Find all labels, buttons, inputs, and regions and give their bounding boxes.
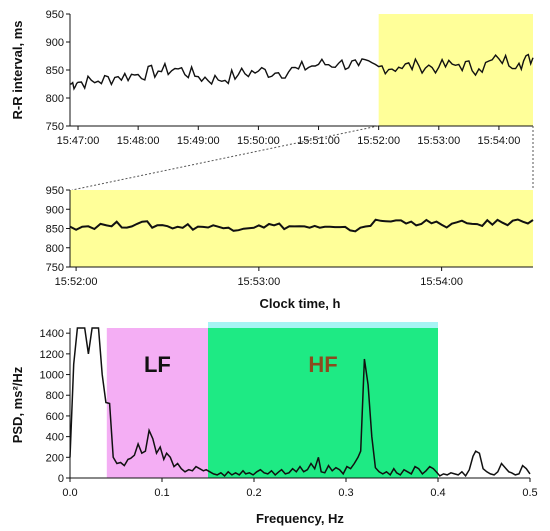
y-tick-label: 1200	[40, 349, 64, 361]
x-tick-label: 0.1	[154, 487, 169, 499]
x-tick-label: 0.4	[430, 487, 445, 499]
x-tick-label: 15:48:00	[117, 135, 160, 147]
x-tick-label: 15:50:00	[237, 135, 280, 147]
y-tick-label: 950	[46, 185, 64, 197]
x-tick-label: 15:47:00	[57, 135, 100, 147]
band-lf-region	[106, 328, 208, 478]
chart-2: 750 800 850 900 950 15:52:00 15:53:00 15:54:00…	[46, 185, 534, 311]
x-tick-label: 15:52:00	[357, 135, 400, 147]
chart1-series-line	[69, 53, 534, 91]
y-tick-label: 800	[46, 390, 64, 402]
chart3-y-axis-label: PSD, ms²/Hz	[10, 366, 25, 443]
y-tick-label: 850	[46, 65, 64, 77]
chart1-x-ticks: 15:47:00 15:48:00 15:49:00 15:50:00 15:51:00…	[57, 126, 521, 147]
chart2-x-axis-label: Clock time, h	[260, 296, 341, 311]
x-tick-label: 15:54:00	[478, 135, 521, 147]
y-tick-label: 750	[46, 121, 64, 133]
band-hf-region	[208, 328, 438, 478]
chart1-y-axis-label: R-R interval, ms	[10, 21, 25, 120]
y-tick-label: 0	[58, 473, 64, 485]
band-hf-label: HF	[308, 352, 337, 377]
chart3-series-line	[69, 327, 531, 478]
y-tick-label: 850	[46, 224, 64, 236]
y-tick-label: 600	[46, 411, 64, 423]
y-tick-label: 1000	[40, 370, 64, 382]
x-tick-label: 15:54:00	[420, 276, 463, 288]
y-tick-label: 950	[46, 9, 64, 21]
y-tick-label: 900	[46, 204, 64, 216]
chart3-x-axis-label: Frequency, Hz	[256, 511, 344, 526]
band-lf-label: LF	[144, 352, 171, 377]
x-tick-label: 0.5	[522, 487, 537, 499]
x-tick-label: 15:49:00	[177, 135, 220, 147]
x-tick-label: 15:51:00	[297, 135, 340, 147]
chart2-y-ticks: 750 800 850 900 950	[46, 185, 70, 274]
chart2-x-ticks: 15:52:00 15:53:00 15:54:00	[55, 267, 463, 288]
y-tick-label: 900	[46, 37, 64, 49]
y-tick-label: 800	[46, 93, 64, 105]
chart-1: 750 800 850 900 950 15:47:00 15:48:00 15:49:00…	[10, 9, 534, 147]
y-tick-label: 1400	[40, 328, 64, 340]
band-hf-top-strip	[208, 322, 438, 328]
chart2-highlight-region	[70, 190, 533, 267]
x-tick-label: 0.3	[338, 487, 353, 499]
x-tick-label: 0.0	[62, 487, 77, 499]
chart3-y-ticks: 0 200 400 600 800 1000 1200 1400	[40, 328, 70, 485]
zoom-connector-left	[71, 125, 379, 191]
chart2-series-line	[69, 218, 534, 233]
x-tick-label: 0.2	[246, 487, 261, 499]
x-tick-label: 15:52:00	[55, 276, 98, 288]
chart-3: LF HF 0 200 400 600 800 1000 1200 1400 0.0 0.1 0.2…	[10, 322, 538, 526]
chart3-x-ticks: 0.0 0.1 0.2 0.3 0.4 0.5	[62, 478, 538, 499]
y-tick-label: 400	[46, 432, 64, 444]
chart1-highlight-region	[378, 14, 533, 126]
chart1-y-ticks: 750 800 850 900 950	[46, 9, 70, 133]
x-tick-label: 15:53:00	[237, 276, 280, 288]
y-tick-label: 200	[46, 452, 64, 464]
x-tick-label: 15:53:00	[417, 135, 460, 147]
y-tick-label: 750	[46, 262, 64, 274]
y-tick-label: 800	[46, 243, 64, 255]
